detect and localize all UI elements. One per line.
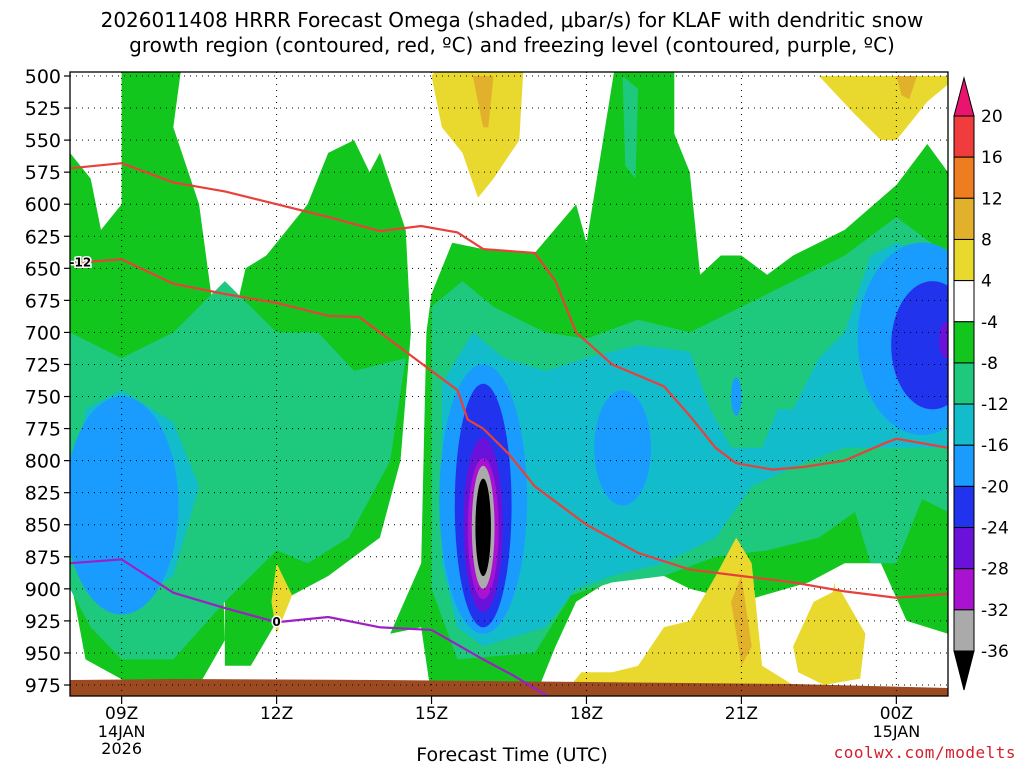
y-tick-label: 500 [25,66,61,88]
colorbar-band [953,444,975,487]
colorbar-band [953,115,975,158]
series-line [70,258,948,599]
colorbar-band [953,527,975,570]
y-tick-label: 750 [25,387,61,409]
colorbar-label: -8 [981,354,998,374]
colorbar-label: -16 [981,436,1009,456]
colorbar-label: -20 [981,477,1009,497]
colorbar-label: -12 [981,395,1009,415]
credit-text: coolwx.com/modelts [833,743,1016,762]
contour-label: -12 [69,255,91,269]
x-tick-label: 00Z [880,704,913,724]
x-axis-label: Forecast Time (UTC) [416,744,608,766]
colorbar-label: 16 [981,148,1003,168]
omega-band-p4 [562,537,838,696]
y-tick-label: 950 [25,643,61,665]
omega-band-m8 [622,76,639,179]
series-line [70,558,550,696]
colorbar-band [953,156,975,199]
x-tick-sublabel: 14JAN [98,722,146,741]
y-tick-label: 625 [25,226,61,248]
chart-title: 2026011408 HRRR Forecast Omega (shaded, … [100,8,924,57]
omega-band-p8 [896,76,917,100]
colorbar-band [953,321,975,364]
colorbar: 20 16 12 8 4 -4 -8 -12 -16 -20 -24 -28 -32 -36 [953,76,1009,691]
omega-band-p4 [818,76,948,141]
y-tick-label: 725 [25,354,61,376]
y-tick-label: 900 [25,579,61,601]
colorbar-band [953,238,975,282]
x-tick-label: 18Z [570,704,603,724]
colorbar-band [953,403,975,446]
omega-band-m36 [475,478,491,577]
colorbar-band [953,609,975,652]
colorbar-band [953,197,975,240]
colorbar-band [953,568,975,611]
y-tick-label: 650 [25,258,61,280]
colorbar-band [953,362,975,405]
x-tick-label: 09Z [105,704,138,724]
isotherm-lines: -12 0 [69,162,948,696]
y-tick-label: 975 [25,675,61,697]
x-tick-label: 12Z [260,704,293,724]
omega-band-m20 [891,281,948,410]
y-tick-label: 550 [25,130,61,152]
y-tick-label: 850 [25,515,61,537]
x-tick-label: 21Z [725,704,758,724]
omega-band-m16 [70,396,179,615]
contour-label: 0 [272,615,280,629]
series-line [70,162,948,471]
colorbar-label: -36 [981,642,1009,662]
y-tick-label: 525 [25,98,61,120]
colorbar-label: -32 [981,601,1009,621]
y-tick-label: 800 [25,451,61,473]
y-tick-label: 700 [25,322,61,344]
colorbar-label: 12 [981,189,1003,209]
omega-field [70,72,948,696]
colorbar-label: -28 [981,560,1009,580]
omega-band-m24 [939,322,948,359]
omega-band-p4 [793,588,866,685]
omega-band-p8 [472,76,494,128]
y-tick-label: 775 [25,419,61,441]
y-tick-label: 825 [25,483,61,505]
colorbar-band [953,485,975,529]
x-tick-label: 15Z [415,704,448,724]
colorbar-label: -24 [981,519,1009,539]
omega-band-p4 [271,563,293,634]
colorbar-label: 4 [981,272,992,292]
colorbar-label: -4 [981,313,998,333]
omega-band-m16 [594,390,652,506]
colorbar-label: 20 [981,107,1003,127]
gridlines [70,72,948,696]
colorbar-over-arrow [953,76,975,117]
plot-frame [69,71,949,697]
x-tick-sublabel: 2026 [101,739,142,758]
y-tick-label: 575 [25,162,61,184]
terrain-surface [70,679,948,696]
omega-band-p8 [731,576,752,666]
colorbar-under-arrow [953,650,975,691]
omega-band-p4 [829,582,840,621]
colorbar-label: 8 [981,230,992,250]
colorbar-band [953,280,975,323]
y-tick-label: 925 [25,611,61,633]
y-tick-label: 600 [25,194,61,216]
omega-band-m12 [441,242,948,647]
y-tick-label: 675 [25,290,61,312]
y-tick-label: 875 [25,547,61,569]
omega-band-p4 [431,72,524,198]
axes: 500 525 550 575 600 625 650 675 700 725 750 775 800 8… [25,66,920,758]
x-tick-sublabel: 15JAN [872,722,920,741]
